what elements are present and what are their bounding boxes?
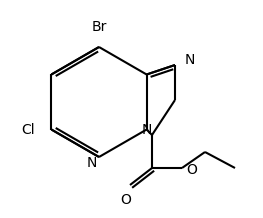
Text: N: N [87, 156, 97, 170]
Text: Br: Br [91, 20, 107, 34]
Text: O: O [186, 163, 197, 177]
Text: O: O [120, 193, 132, 207]
Text: N: N [141, 123, 152, 136]
Text: N: N [185, 53, 195, 67]
Text: Cl: Cl [22, 123, 35, 136]
